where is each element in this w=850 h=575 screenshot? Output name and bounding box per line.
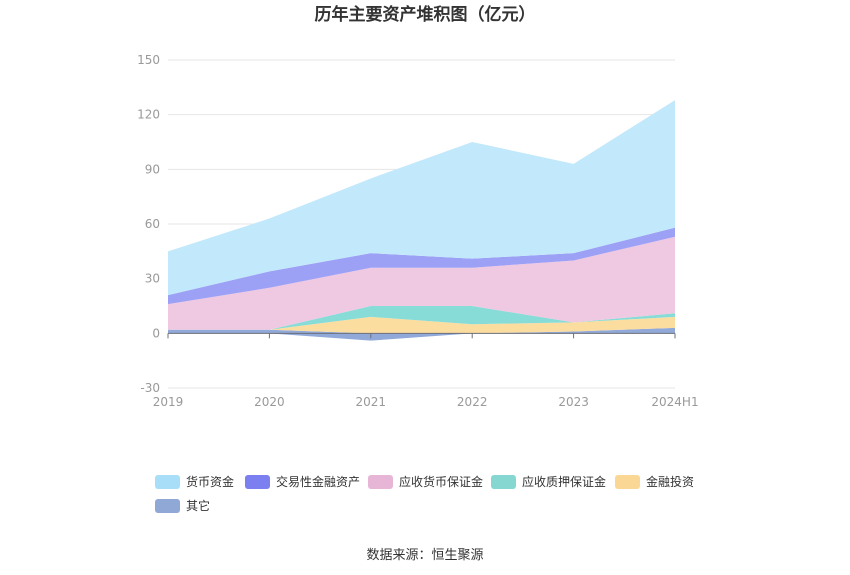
legend-swatch <box>155 499 180 513</box>
legend-item[interactable]: 交易性金融资产 <box>245 474 360 489</box>
y-tick-label: 120 <box>137 108 160 122</box>
y-tick-label: 90 <box>145 162 160 176</box>
area-应收质押保证金 <box>168 306 675 330</box>
x-tick-label: 2023 <box>558 395 589 409</box>
legend-item[interactable]: 应收质押保证金 <box>491 474 606 489</box>
x-tick-label: 2021 <box>356 395 387 409</box>
y-tick-label: 60 <box>145 217 160 231</box>
x-tick-label: 2024H1 <box>651 395 698 409</box>
legend-swatch <box>491 475 516 489</box>
legend-label: 其它 <box>186 498 210 513</box>
area-货币资金 <box>168 100 675 296</box>
legend-swatch <box>245 475 270 489</box>
legend-label: 应收货币保证金 <box>399 474 483 489</box>
legend-label: 交易性金融资产 <box>276 474 360 489</box>
legend-swatch <box>615 475 640 489</box>
y-tick-label: 30 <box>145 272 160 286</box>
y-tick-label: 150 <box>137 53 160 67</box>
x-tick-label: 2019 <box>153 395 184 409</box>
area-金融投资 <box>168 316 675 334</box>
legend-label: 货币资金 <box>186 474 234 489</box>
data-source: 数据来源：恒生聚源 <box>366 548 483 563</box>
area-交易性金融资产 <box>168 227 675 305</box>
x-axis: 2019 2020 2021 2022 2023 2024H1 <box>153 332 699 409</box>
area-其它 <box>168 327 675 341</box>
legend-label: 应收质押保证金 <box>522 474 606 489</box>
legend-item[interactable]: 其它 <box>155 498 210 513</box>
area-应收货币保证金 <box>168 236 675 330</box>
chart-title: 历年主要资产堆积图（亿元） <box>315 4 536 25</box>
x-tick-label: 2022 <box>457 395 488 409</box>
legend-label: 金融投资 <box>646 474 694 489</box>
y-tick-label: 0 <box>152 326 160 340</box>
legend-item[interactable]: 金融投资 <box>615 474 694 489</box>
y-tick-label: -30 <box>140 381 160 395</box>
area-series <box>168 100 675 341</box>
y-axis: 150 120 90 60 30 0 -30 <box>137 53 160 395</box>
legend-item[interactable]: 应收货币保证金 <box>368 474 483 489</box>
legend-swatch <box>368 475 393 489</box>
legend-swatch <box>155 475 180 489</box>
x-tick-label: 2020 <box>254 395 285 409</box>
legend-item[interactable]: 货币资金 <box>155 474 234 489</box>
